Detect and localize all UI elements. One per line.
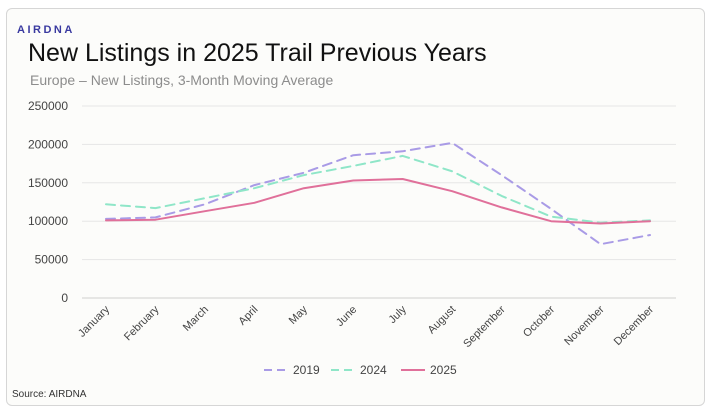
chart-subtitle: Europe – New Listings, 3-Month Moving Av… [30, 72, 334, 88]
legend-label-2024: 2024 [360, 363, 387, 377]
x-tick-label: February [122, 303, 162, 343]
x-tick-label: July [387, 303, 410, 326]
y-tick-label: 150000 [28, 176, 68, 190]
x-tick-label: June [334, 304, 359, 329]
y-tick-label: 0 [61, 291, 68, 305]
x-axis-ticks: January February March April May June July Augu… [76, 303, 656, 350]
series-lines [105, 141, 651, 246]
series-line-2025 [105, 178, 651, 225]
y-axis-ticks: 0 50000 100000 150000 200000 250000 [28, 99, 68, 305]
x-tick-label: November [562, 303, 607, 348]
series-line-2024 [105, 154, 651, 224]
x-tick-label: December [612, 303, 657, 348]
brand-logo: AIRDNA [17, 24, 75, 36]
legend-label-2025: 2025 [430, 363, 457, 377]
legend-label-2019: 2019 [293, 363, 320, 377]
series-line-2019 [105, 141, 651, 246]
y-tick-label: 250000 [28, 99, 68, 113]
chart-title: New Listings in 2025 Trail Previous Year… [28, 39, 487, 67]
y-tick-label: 50000 [35, 253, 69, 267]
x-tick-label: April [236, 304, 260, 328]
x-tick-label: May [287, 303, 311, 327]
source-note: Source: AIRDNA [12, 389, 87, 400]
legend: 2019 2024 2025 [264, 363, 457, 377]
y-tick-label: 100000 [28, 214, 68, 228]
x-tick-label: January [76, 303, 113, 340]
chart-card [6, 8, 705, 406]
x-tick-label: August [426, 304, 459, 337]
y-tick-label: 200000 [28, 137, 68, 151]
gridlines [82, 105, 676, 299]
x-tick-label: March [181, 304, 211, 334]
x-tick-label: September [461, 303, 508, 350]
x-tick-label: October [521, 303, 557, 339]
